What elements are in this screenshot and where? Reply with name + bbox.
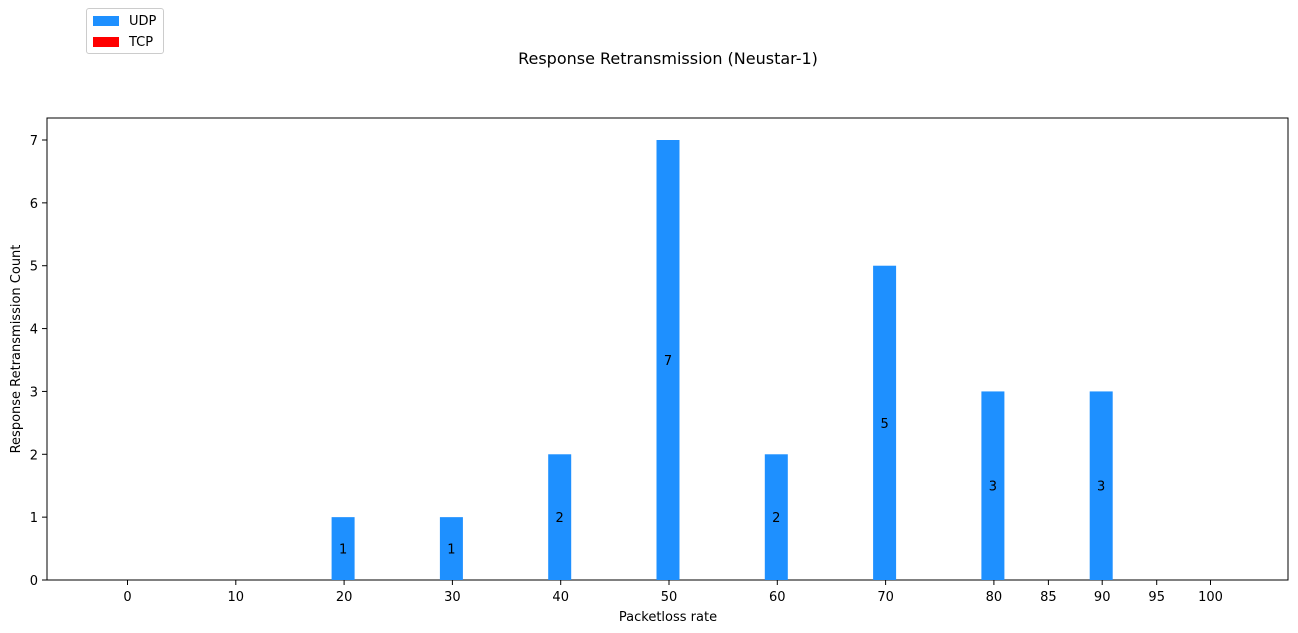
bars-group xyxy=(331,140,1113,580)
bar-data-label: 3 xyxy=(989,480,997,495)
legend-item-tcp: TCP xyxy=(93,34,154,50)
bar-data-label: 5 xyxy=(880,417,888,432)
y-tick-label: 7 xyxy=(30,134,38,149)
bar-data-label: 1 xyxy=(339,543,347,558)
bar-udp-60 xyxy=(764,454,788,580)
x-axis-ticks: 0 10 20 30 40 50 60 70 80 85 90 95 100 xyxy=(123,580,1223,605)
legend-swatch-udp xyxy=(93,16,119,26)
y-axis-ticks: 0 1 2 3 4 5 6 7 xyxy=(30,134,47,589)
y-tick-label: 1 xyxy=(30,511,38,526)
legend-label-udp: UDP xyxy=(129,13,157,29)
bar-data-label: 2 xyxy=(556,511,564,526)
y-tick-label: 6 xyxy=(30,197,38,212)
chart-title: Response Retransmission (Neustar-1) xyxy=(518,49,818,68)
x-tick-label: 0 xyxy=(123,590,131,605)
legend-item-udp: UDP xyxy=(93,13,157,29)
legend-swatch-tcp xyxy=(93,37,119,47)
x-tick-label: 30 xyxy=(444,590,461,605)
x-tick-label: 80 xyxy=(986,590,1003,605)
y-tick-label: 3 xyxy=(30,385,38,400)
x-tick-label: 50 xyxy=(661,590,678,605)
x-tick-label: 95 xyxy=(1148,590,1165,605)
bar-udp-90 xyxy=(1089,391,1113,580)
x-axis-label: Packetloss rate xyxy=(619,610,717,625)
x-tick-label: 10 xyxy=(228,590,245,605)
bar-data-label: 1 xyxy=(447,543,455,558)
x-tick-label: 40 xyxy=(552,590,569,605)
x-tick-label: 85 xyxy=(1040,590,1057,605)
bar-udp-50 xyxy=(656,140,680,580)
chart-legend: UDP TCP xyxy=(86,8,164,54)
y-axis-label: Response Retransmission Count xyxy=(9,245,24,454)
y-tick-label: 2 xyxy=(30,448,38,463)
bar-data-label: 7 xyxy=(664,354,672,369)
y-tick-label: 4 xyxy=(30,323,38,338)
x-tick-label: 70 xyxy=(877,590,894,605)
x-tick-label: 90 xyxy=(1094,590,1111,605)
bar-data-label: 3 xyxy=(1097,480,1105,495)
x-tick-label: 100 xyxy=(1198,590,1223,605)
bar-udp-40 xyxy=(548,454,572,580)
bar-data-label: 2 xyxy=(772,511,780,526)
bar-udp-30 xyxy=(439,517,463,580)
bar-udp-20 xyxy=(331,517,355,580)
bar-udp-80 xyxy=(981,391,1005,580)
x-tick-label: 60 xyxy=(769,590,786,605)
x-tick-label: 20 xyxy=(336,590,353,605)
bar-udp-70 xyxy=(873,265,897,580)
legend-label-tcp: TCP xyxy=(129,34,154,50)
y-tick-label: 5 xyxy=(30,260,38,275)
y-tick-label: 0 xyxy=(30,574,38,589)
